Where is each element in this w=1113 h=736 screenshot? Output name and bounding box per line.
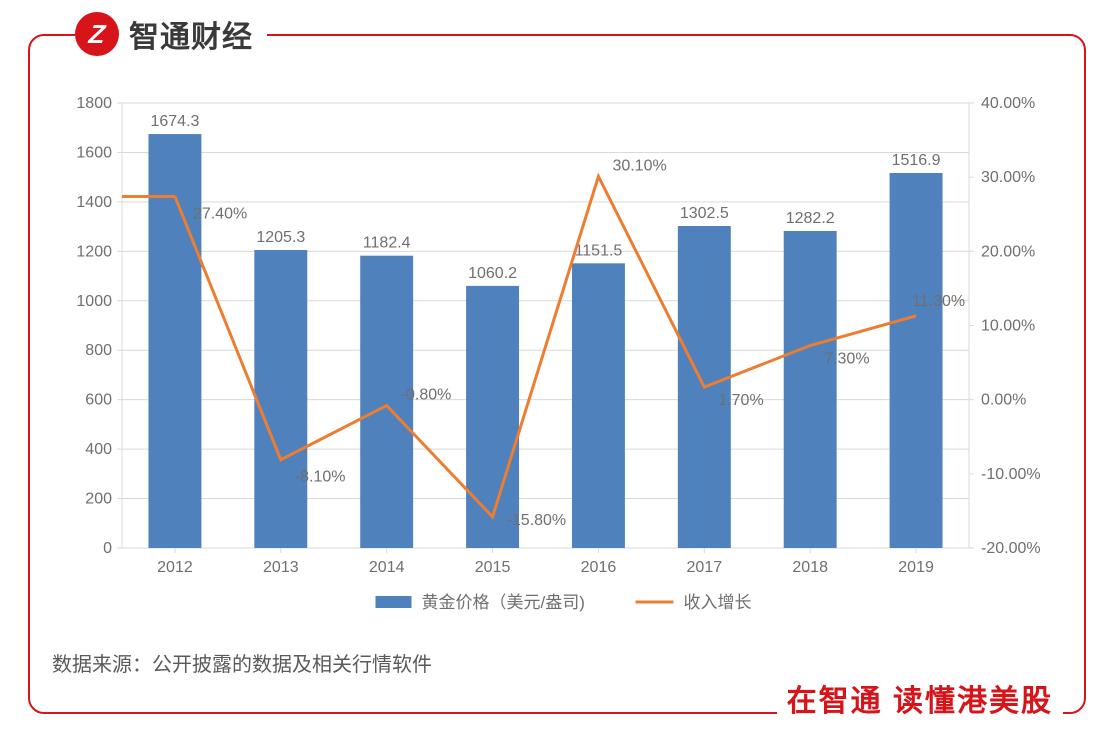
source-note: 数据来源：公开披露的数据及相关行情软件 [52,648,432,677]
line-value-label: 27.40% [193,205,247,222]
x-tick-label: 2016 [581,559,617,576]
legend-bar-swatch [376,596,412,608]
slogan-block: 在智通 读懂港美股 [777,676,1063,720]
line-value-label: 30.10% [612,157,666,174]
bar-value-label: 1282.2 [786,210,835,227]
legend-bar-label: 黄金价格（美元/盎司) [422,593,585,612]
y1-tick-label: 400 [85,441,112,458]
x-tick-label: 2017 [687,559,723,576]
bar-value-label: 1302.5 [680,205,729,222]
y2-tick-label: 20.00% [981,243,1035,260]
line-value-label: -0.80% [401,387,452,404]
bar-value-label: 1151.5 [575,242,623,259]
bar [254,250,307,548]
line-value-label: 11.30% [912,293,965,310]
chart-container: 0 200 400 600 800 1000 1200 1400 1600 1800 -20.00%… [52,88,1064,648]
y2-tick-label: 0.00% [981,392,1026,409]
brand-block: Z 智通财经 [75,12,267,56]
y1-tick-label: 0 [103,540,112,557]
x-tick-label: 2018 [792,559,828,576]
y1-tick-label: 200 [85,491,112,508]
brand-name: 智通财经 [129,12,253,56]
combo-chart: 0 200 400 600 800 1000 1200 1400 1600 1800 -20.00%… [52,88,1064,648]
line-value-label: 7.30% [824,351,869,368]
bar-value-label: 1182.4 [363,235,411,252]
y1-tick-label: 800 [85,342,112,359]
x-tick-label: 2015 [475,559,511,576]
bar [466,286,519,548]
y1-tick-label: 1400 [76,194,112,211]
bar-value-label: 1516.9 [892,152,941,169]
bar-value-label: 1205.3 [256,229,305,246]
y2-tick-label: 40.00% [981,95,1035,112]
y1-tick-label: 1200 [76,243,112,260]
line-value-label: 1.70% [718,392,763,409]
slogan-text: 在智通 读懂港美股 [787,685,1053,718]
line-value-label: -15.80% [507,512,567,529]
bar-value-label: 1674.3 [150,113,199,130]
y1-tick-label: 1600 [76,144,112,161]
y1-tick-label: 1000 [76,293,112,310]
line-value-label: -8.10% [295,469,346,486]
x-tick-label: 2012 [157,559,193,576]
legend-line-label: 收入增长 [684,593,752,612]
bar [890,173,943,548]
bar [784,231,837,548]
bar [572,263,625,548]
logo-letter: Z [87,19,106,50]
y1-tick-label: 600 [85,392,112,409]
x-tick-label: 2019 [898,559,934,576]
y1-tick-label: 1800 [76,95,112,112]
y2-tick-label: -10.00% [981,466,1041,483]
y2-tick-label: 10.00% [981,318,1035,335]
bar-value-label: 1060.2 [468,265,517,282]
y2-tick-label: 30.00% [981,169,1035,186]
y2-tick-label: -20.00% [981,540,1041,557]
x-tick-label: 2014 [369,559,405,576]
x-tick-label: 2013 [263,559,299,576]
logo-icon: Z [75,12,119,56]
